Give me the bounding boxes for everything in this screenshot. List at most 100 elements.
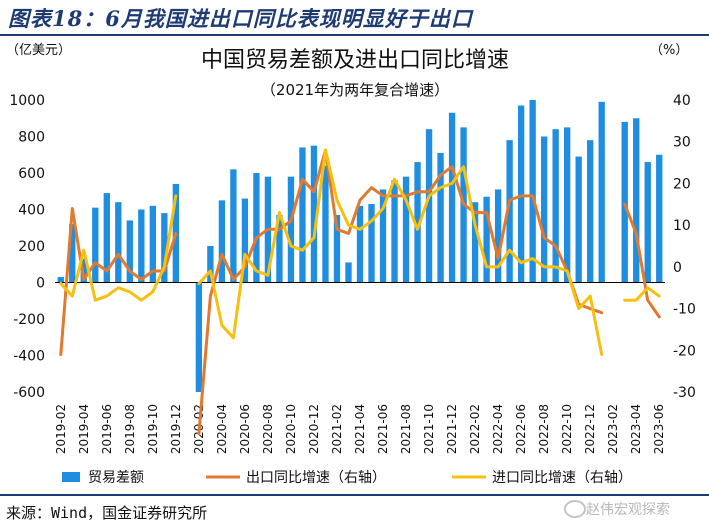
x-tick-label: 2019-04 [77, 404, 91, 454]
bar [126, 220, 133, 283]
bar [92, 207, 99, 283]
source-text: 来源：Wind，国金证券研究所 [6, 504, 208, 522]
x-tick-label: 2023-04 [629, 404, 643, 454]
left-tick-label: -200 [13, 312, 45, 328]
bar [310, 145, 318, 283]
bar [299, 147, 306, 283]
bar [529, 100, 536, 283]
x-tick-label: 2023-06 [652, 404, 666, 454]
bar [587, 140, 594, 283]
bar [287, 176, 295, 283]
x-tick-label: 2020-04 [215, 404, 229, 454]
left-tick-label: 1000 [9, 93, 45, 109]
bar [621, 121, 628, 283]
x-tick-label: 2022-04 [491, 404, 505, 454]
right-tick-label: -20 [673, 343, 696, 359]
left-tick-label: 200 [18, 239, 45, 255]
bar [494, 189, 502, 283]
left-tick-label: -400 [13, 349, 45, 365]
bar [633, 118, 640, 283]
bar [598, 101, 605, 283]
left-axis-unit: （亿美元） [6, 43, 71, 58]
x-tick-label: 2022-10 [560, 404, 574, 454]
x-tick-label: 2019-02 [54, 404, 68, 454]
bar [483, 196, 490, 283]
x-tick-label: 2023-02 [606, 404, 620, 454]
right-tick-label: -30 [673, 385, 696, 401]
right-tick-label: 0 [673, 260, 682, 276]
export-growth-line [59, 148, 661, 436]
source-bar [0, 494, 709, 529]
x-tick-label: 2022-08 [537, 404, 551, 454]
x-tick-label: 2021-02 [330, 404, 344, 454]
left-tick-label: 400 [18, 203, 45, 219]
x-tick-label: 2019-06 [100, 404, 114, 454]
bar [253, 173, 260, 283]
bar [575, 156, 582, 283]
bar [161, 213, 168, 283]
bar [333, 214, 341, 283]
x-tick-label: 2021-06 [376, 404, 390, 454]
bar [391, 180, 398, 283]
bar [230, 169, 237, 283]
x-tick-label: 2022-06 [514, 404, 528, 454]
bar [437, 152, 444, 283]
chart: 中国贸易差额及进出口同比增速 （2021年为两年复合增速） （亿美元） （%） … [6, 43, 696, 486]
bar [644, 162, 651, 283]
bar [540, 136, 548, 283]
bar [195, 282, 203, 392]
figure-title: 图表18：6月我国进出口同比表现明显好于出口 [8, 6, 473, 31]
x-tick-label: 2021-08 [399, 404, 413, 454]
import-growth-line [59, 148, 661, 356]
bar [69, 224, 76, 283]
x-tick-label: 2020-06 [238, 404, 252, 454]
legend-label-import: 进口同比增速（右轴） [492, 470, 632, 486]
axes: 1000 800 600 400 200 0 -200 -400 -600 40 30 20 10 0 -1… [9, 93, 696, 454]
x-tick-label: 2019-10 [146, 404, 160, 454]
chart-subtitle: （2021年为两年复合增速） [261, 81, 449, 99]
bar [276, 214, 283, 283]
right-tick-label: 20 [673, 176, 691, 192]
bar [414, 162, 421, 283]
legend-label-export: 出口同比增速（右轴） [246, 470, 386, 486]
bar [448, 112, 456, 283]
x-tick-label: 2021-10 [422, 404, 436, 454]
legend-swatch-trade-balance [62, 472, 80, 482]
x-tick-label: 2022-12 [583, 404, 597, 454]
bar [425, 129, 433, 283]
trade-balance-bars [57, 100, 663, 392]
bar [241, 198, 249, 283]
right-tick-label: 40 [673, 93, 691, 109]
x-tick-label: 2020-12 [307, 404, 321, 454]
bar [368, 204, 375, 283]
bar [115, 202, 122, 283]
bar [402, 176, 410, 283]
x-tick-label: 2019-08 [123, 404, 137, 454]
x-tick-label: 2021-04 [353, 404, 367, 454]
x-tick-label: 2020-08 [261, 404, 275, 454]
legend-label-trade-balance: 贸易差额 [88, 470, 144, 486]
x-tick-label: 2021-12 [445, 404, 459, 454]
bar [149, 205, 156, 283]
bar [564, 127, 571, 283]
bar [379, 189, 387, 283]
bar [218, 200, 226, 283]
figure-title-bar: 图表18：6月我国进出口同比表现明显好于出口 [0, 0, 709, 36]
right-axis-unit: （%） [650, 43, 688, 58]
left-tick-label: 600 [18, 166, 45, 182]
bar [207, 246, 214, 283]
x-tick-label: 2022-02 [468, 404, 482, 454]
left-tick-label: 800 [18, 130, 45, 146]
bar [517, 105, 525, 283]
wechat-icon [564, 500, 586, 518]
left-tick-label: 0 [36, 276, 45, 292]
x-tick-label: 2019-12 [169, 404, 183, 454]
bar [103, 193, 110, 283]
right-tick-label: 10 [673, 218, 691, 234]
x-tick-label: 2020-10 [284, 404, 298, 454]
watermark-text: 赵伟宏观探索 [586, 502, 670, 518]
right-tick-label: 30 [673, 135, 691, 151]
bar [656, 154, 663, 283]
bar [506, 140, 513, 283]
growth-lines [59, 148, 661, 436]
